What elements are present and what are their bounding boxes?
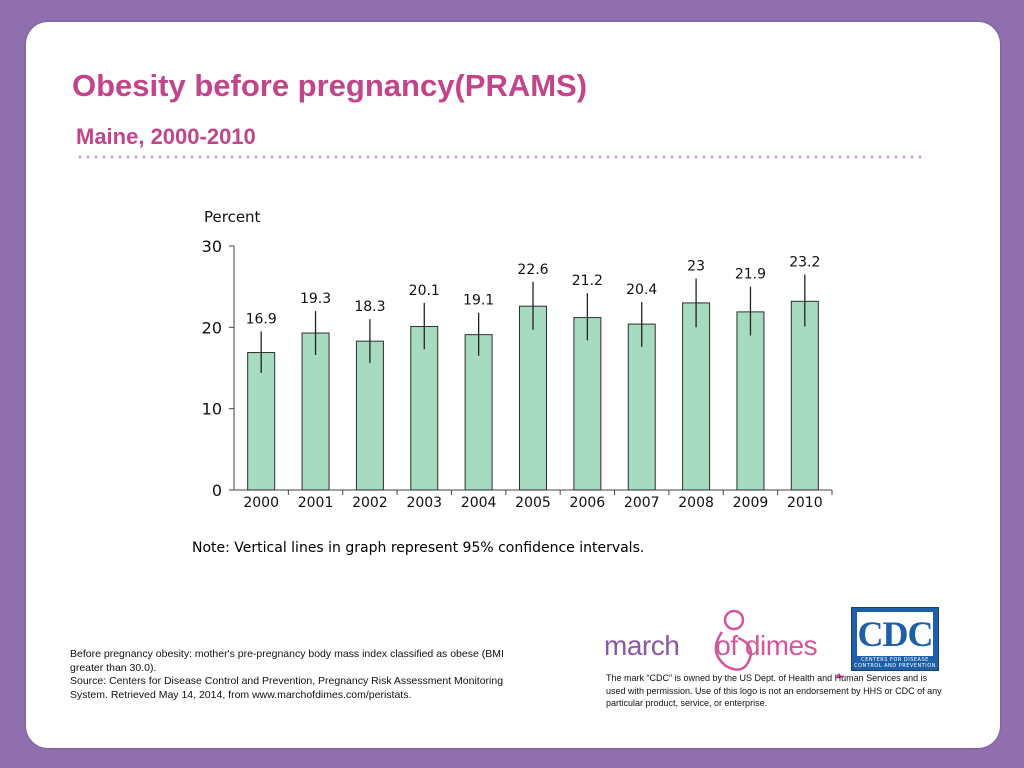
x-tick-label: 2006 [570, 495, 606, 511]
bar [736, 311, 765, 491]
y-tick-label: 30 [202, 237, 222, 256]
bar [573, 317, 602, 491]
x-tick-label: 2001 [298, 495, 334, 511]
data-label: 19.3 [300, 291, 331, 307]
bar [790, 300, 819, 491]
bar [301, 332, 330, 491]
data-label: 18.3 [354, 299, 385, 315]
data-label: 16.9 [246, 311, 277, 327]
data-label: 21.9 [735, 267, 766, 283]
bar [627, 323, 656, 491]
bar [682, 302, 711, 491]
y-tick-label: 20 [202, 318, 222, 337]
cdc-mark: CDC [857, 612, 934, 656]
cdc-subtitle: CENTERS FOR DISEASE CONTROL AND PREVENTI… [854, 657, 936, 669]
footnote: Before pregnancy obesity: mother's pre-p… [70, 648, 510, 702]
cdc-logo: CDC CENTERS FOR DISEASE CONTROL AND PREV… [851, 607, 939, 671]
march-of-dimes-wordmark: march of dimes [604, 630, 818, 662]
x-tick-label: 2008 [678, 495, 714, 511]
bar [247, 352, 276, 491]
x-tick-label: 2005 [515, 495, 551, 511]
y-tick-label: 0 [212, 481, 222, 500]
chart-note: Note: Vertical lines in graph represent … [192, 540, 645, 556]
slide-panel [26, 22, 1000, 748]
x-tick-label: 2004 [461, 495, 497, 511]
x-tick-label: 2003 [406, 495, 442, 511]
wordmark-of-dimes: of dimes [715, 630, 818, 661]
slide-title: Obesity before pregnancy(PRAMS) [72, 68, 588, 103]
footnote-definition: Before pregnancy obesity: mother's pre-p… [70, 648, 504, 674]
march-of-dimes-emblem-icon [714, 609, 844, 678]
x-tick-label: 2010 [787, 495, 823, 511]
data-label: 20.4 [626, 282, 657, 298]
data-label: 22.6 [517, 262, 548, 278]
x-tick-label: 2009 [733, 495, 769, 511]
cdc-disclaimer: The mark “CDC” is owned by the US Dept. … [606, 673, 942, 708]
x-tick-label: 2000 [243, 495, 279, 511]
data-label: 23.2 [789, 254, 820, 270]
bar [410, 326, 439, 491]
footnote-source: Source: Centers for Disease Control and … [70, 675, 504, 701]
data-label: 20.1 [409, 283, 440, 299]
bar [519, 305, 547, 491]
x-tick-label: 2002 [352, 495, 388, 511]
slide-subtitle: Maine, 2000-2010 [76, 124, 256, 149]
y-axis-label: Percent [204, 208, 261, 226]
march-of-dimes-logo: march of dimes [604, 602, 844, 682]
x-tick-label: 2007 [624, 495, 660, 511]
data-label: 19.1 [463, 293, 494, 309]
bar [355, 340, 384, 491]
data-label: 21.2 [572, 273, 603, 289]
dotted-divider [76, 155, 926, 159]
data-label: 23 [687, 259, 705, 275]
y-tick-label: 10 [202, 400, 222, 419]
bar [464, 334, 493, 491]
wordmark-march: march [604, 630, 680, 661]
